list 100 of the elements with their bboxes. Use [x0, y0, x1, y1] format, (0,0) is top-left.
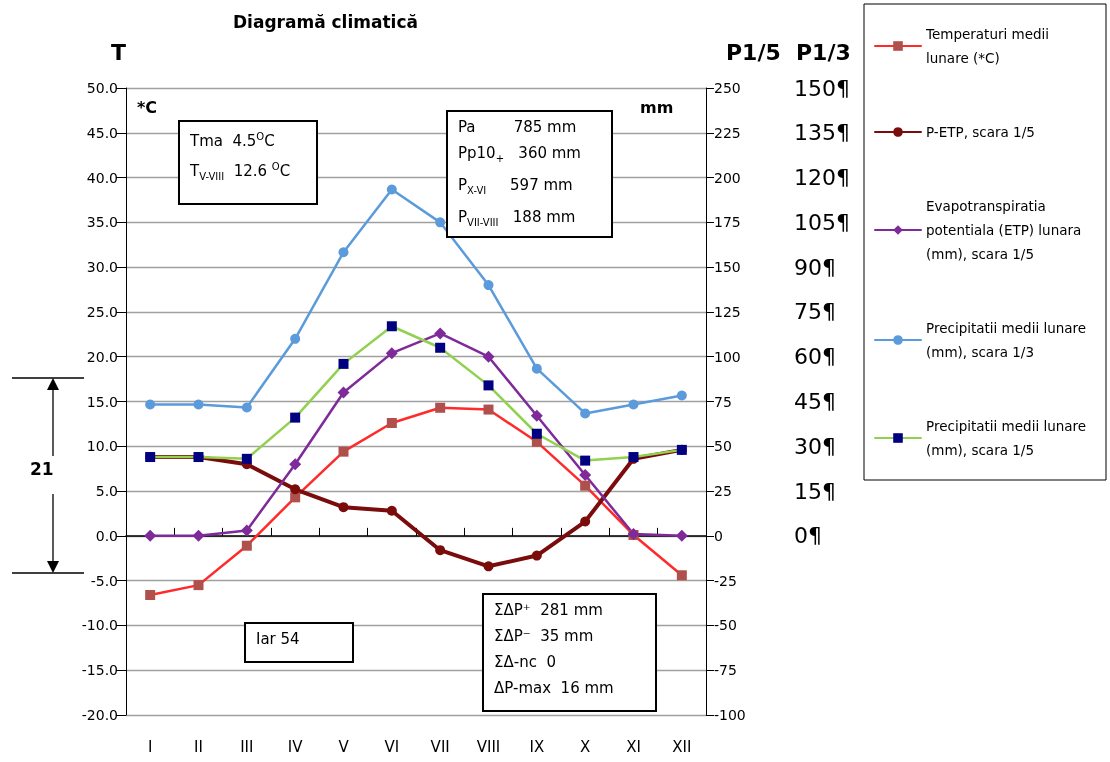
y2-tick-label: 125 [714, 303, 741, 320]
point [580, 480, 591, 491]
point [580, 455, 591, 466]
x-tick-label: V [338, 737, 350, 756]
point [289, 458, 302, 471]
y2-tick-label: 75 [714, 393, 732, 410]
y3-tick-label: 90¶ [794, 254, 836, 280]
y3-axis-title: P1/3 [796, 39, 851, 65]
y3-tick-label: 15¶ [794, 478, 836, 504]
chart-title: Diagramă climatică [233, 11, 418, 32]
y-tick-label: 35.0 [86, 214, 118, 231]
y2-tick-label: 0 [714, 527, 723, 544]
y-tick-label: 45.0 [86, 124, 118, 141]
point [483, 380, 494, 391]
point [483, 561, 494, 572]
annotation: mm [640, 97, 674, 119]
point [193, 399, 204, 410]
y-tick-label: 50.0 [86, 80, 118, 96]
point [676, 570, 687, 581]
point [240, 524, 253, 537]
text-box: Pa 785 mm Pp10$_{+}$ 360 mm P$_{X-VI}$ 597 mm P$_{VII-VIII}$ 188 mm [446, 110, 613, 238]
y2-tick-label: -50 [714, 617, 737, 634]
y-tick-label: 25.0 [86, 303, 118, 320]
y2-tick-label: -100 [714, 707, 746, 723]
point [482, 350, 495, 363]
point [145, 589, 156, 600]
point [290, 333, 301, 344]
point [531, 363, 542, 374]
legend-label: Temperaturi medii lunare (*C) [925, 26, 1054, 66]
y2-tick-label: 100 [714, 348, 741, 365]
text: T [110, 39, 126, 65]
point [435, 217, 446, 228]
point [290, 412, 301, 423]
legend-label: Evapotranspiratia potentiala (ETP) lunara (mm), scara 1/5 [926, 198, 1086, 262]
x-tick-label: II [194, 737, 203, 756]
x-tick-label: VII [430, 737, 450, 756]
y-tick-label: 10.0 [86, 438, 118, 455]
point [580, 408, 591, 419]
point [580, 516, 591, 527]
y3-tick-label: 60¶ [794, 344, 836, 370]
point [434, 327, 447, 340]
point [192, 529, 205, 542]
y3-tick-label: 105¶ [794, 209, 850, 235]
y-tick-label: 30.0 [86, 259, 118, 276]
point [435, 342, 446, 353]
point [483, 404, 494, 415]
x-tick-label: X [580, 737, 591, 756]
point [338, 502, 349, 513]
y3-tick-label: 135¶ [794, 120, 850, 146]
y2-tick-label: 150 [714, 259, 741, 276]
point [338, 446, 349, 457]
point [338, 247, 349, 258]
point [193, 580, 204, 591]
y2-tick-label: 200 [714, 169, 741, 186]
point [386, 505, 397, 516]
x-tick-label: I [147, 737, 153, 756]
x-tick-label: III [240, 737, 254, 756]
point [628, 399, 639, 410]
point [145, 399, 156, 410]
y2-tick-label: -75 [714, 662, 737, 679]
point [241, 540, 252, 551]
y-tick-label: 20.0 [86, 348, 118, 365]
y3-tick-label: 120¶ [794, 165, 850, 191]
y2-tick-label: 50 [714, 438, 732, 455]
y2-tick-label: 225 [714, 124, 741, 141]
y3-tick-label: 30¶ [794, 433, 836, 459]
legend-label: Precipitatii medii lunare (mm), scara 1/5 [926, 418, 1091, 458]
y2-tick-label: -25 [714, 572, 737, 589]
x-tick-label: XI [626, 737, 641, 756]
x-tick-label: XII [672, 737, 692, 756]
text-box: ΣΔP⁺ 281 mm ΣΔP⁻ 35 mm ΣΔ-nc 0 ΔP-max 16 mm [482, 593, 657, 712]
point [290, 484, 301, 495]
x-tick-label: VIII [476, 737, 501, 756]
point [435, 402, 446, 413]
point [241, 453, 252, 464]
point [435, 545, 446, 556]
point [531, 428, 542, 439]
y-tick-label: -20.0 [81, 707, 118, 723]
point [676, 390, 687, 401]
point [386, 184, 397, 195]
y-tick-label: 40.0 [86, 169, 118, 186]
y3-tick-label: 150¶ [794, 75, 850, 101]
y-tick-label: 5.0 [95, 483, 118, 500]
point [144, 529, 157, 542]
point [385, 347, 398, 360]
x-tick-label: IX [529, 737, 545, 756]
point [337, 386, 350, 399]
point [241, 402, 252, 413]
point [675, 529, 688, 542]
point [579, 468, 592, 481]
point [386, 418, 397, 428]
y-tick-label: -15.0 [81, 662, 118, 679]
point [530, 409, 543, 422]
text: 21 [30, 458, 54, 481]
text-box: Iar 54 [244, 622, 354, 663]
x-tick-label: IV [287, 737, 304, 756]
y3-tick-label: 75¶ [794, 299, 836, 325]
legend-label: Precipitatii medii lunare (mm), scara 1/3 [926, 320, 1091, 360]
legend-label: P-ETP, scara 1/5 [926, 124, 1035, 140]
point [483, 280, 494, 291]
